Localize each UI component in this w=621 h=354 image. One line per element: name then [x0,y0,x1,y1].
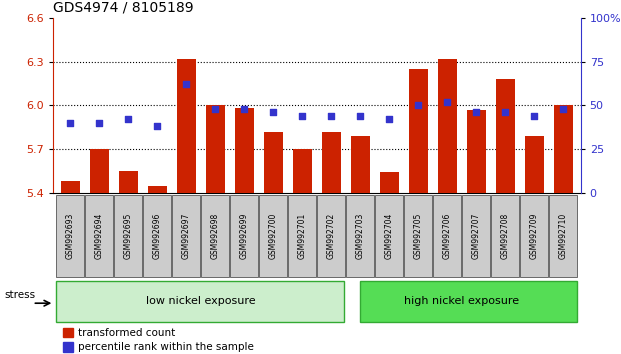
Point [211,106,220,112]
Bar [119,171,138,193]
Text: GSM992709: GSM992709 [530,212,539,259]
Bar [206,105,225,193]
FancyBboxPatch shape [549,195,578,277]
Point [442,99,452,105]
Text: low nickel exposure: low nickel exposure [146,296,255,306]
Bar [322,132,341,193]
Text: percentile rank within the sample: percentile rank within the sample [78,342,254,352]
Text: high nickel exposure: high nickel exposure [404,296,519,306]
Point [529,113,539,119]
FancyBboxPatch shape [114,195,142,277]
Bar [235,108,253,193]
Point [239,106,249,112]
Text: GSM992701: GSM992701 [297,212,307,258]
Text: stress: stress [5,290,36,301]
Point [355,113,365,119]
FancyBboxPatch shape [433,195,461,277]
FancyBboxPatch shape [317,195,345,277]
FancyBboxPatch shape [56,281,344,321]
Text: GSM992696: GSM992696 [153,212,161,259]
FancyBboxPatch shape [520,195,548,277]
Bar [525,136,543,193]
Bar [351,136,369,193]
FancyBboxPatch shape [491,195,519,277]
Point [326,113,336,119]
Bar [63,328,73,337]
FancyBboxPatch shape [288,195,317,277]
Point [558,106,568,112]
FancyBboxPatch shape [201,195,229,277]
FancyBboxPatch shape [85,195,114,277]
FancyBboxPatch shape [259,195,288,277]
FancyBboxPatch shape [462,195,491,277]
Bar [380,172,399,193]
Bar [177,58,196,193]
Bar [409,69,428,193]
FancyBboxPatch shape [56,195,84,277]
Text: GSM992705: GSM992705 [414,212,423,259]
Point [181,81,191,87]
Text: GSM992695: GSM992695 [124,212,133,259]
Point [94,120,104,126]
FancyBboxPatch shape [360,281,578,321]
Text: GSM992704: GSM992704 [385,212,394,259]
Bar [264,132,283,193]
Bar [292,149,312,193]
Text: GSM992708: GSM992708 [501,212,510,258]
Point [384,116,394,122]
Bar [438,58,456,193]
Point [65,120,75,126]
Text: GSM992703: GSM992703 [356,212,365,259]
Point [268,109,278,115]
Bar [63,342,73,352]
Text: GSM992698: GSM992698 [211,212,220,258]
Text: GSM992707: GSM992707 [472,212,481,259]
Text: GSM992706: GSM992706 [443,212,451,259]
Point [471,109,481,115]
Text: GSM992700: GSM992700 [269,212,278,259]
Point [413,103,423,108]
Point [152,124,162,129]
Text: GDS4974 / 8105189: GDS4974 / 8105189 [53,0,193,14]
Bar [554,105,573,193]
FancyBboxPatch shape [375,195,404,277]
FancyBboxPatch shape [172,195,201,277]
Text: GSM992699: GSM992699 [240,212,248,259]
Text: GSM992694: GSM992694 [94,212,104,259]
FancyBboxPatch shape [143,195,171,277]
FancyBboxPatch shape [404,195,432,277]
Text: GSM992702: GSM992702 [327,212,336,258]
Bar [148,185,166,193]
Text: GSM992710: GSM992710 [559,212,568,258]
FancyBboxPatch shape [346,195,374,277]
Point [501,109,510,115]
Bar [90,149,109,193]
Bar [61,181,79,193]
Bar [467,110,486,193]
Point [123,116,133,122]
Text: transformed count: transformed count [78,328,175,338]
Text: GSM992693: GSM992693 [66,212,75,259]
Text: GSM992697: GSM992697 [182,212,191,259]
Bar [496,79,515,193]
Point [297,113,307,119]
FancyBboxPatch shape [230,195,258,277]
